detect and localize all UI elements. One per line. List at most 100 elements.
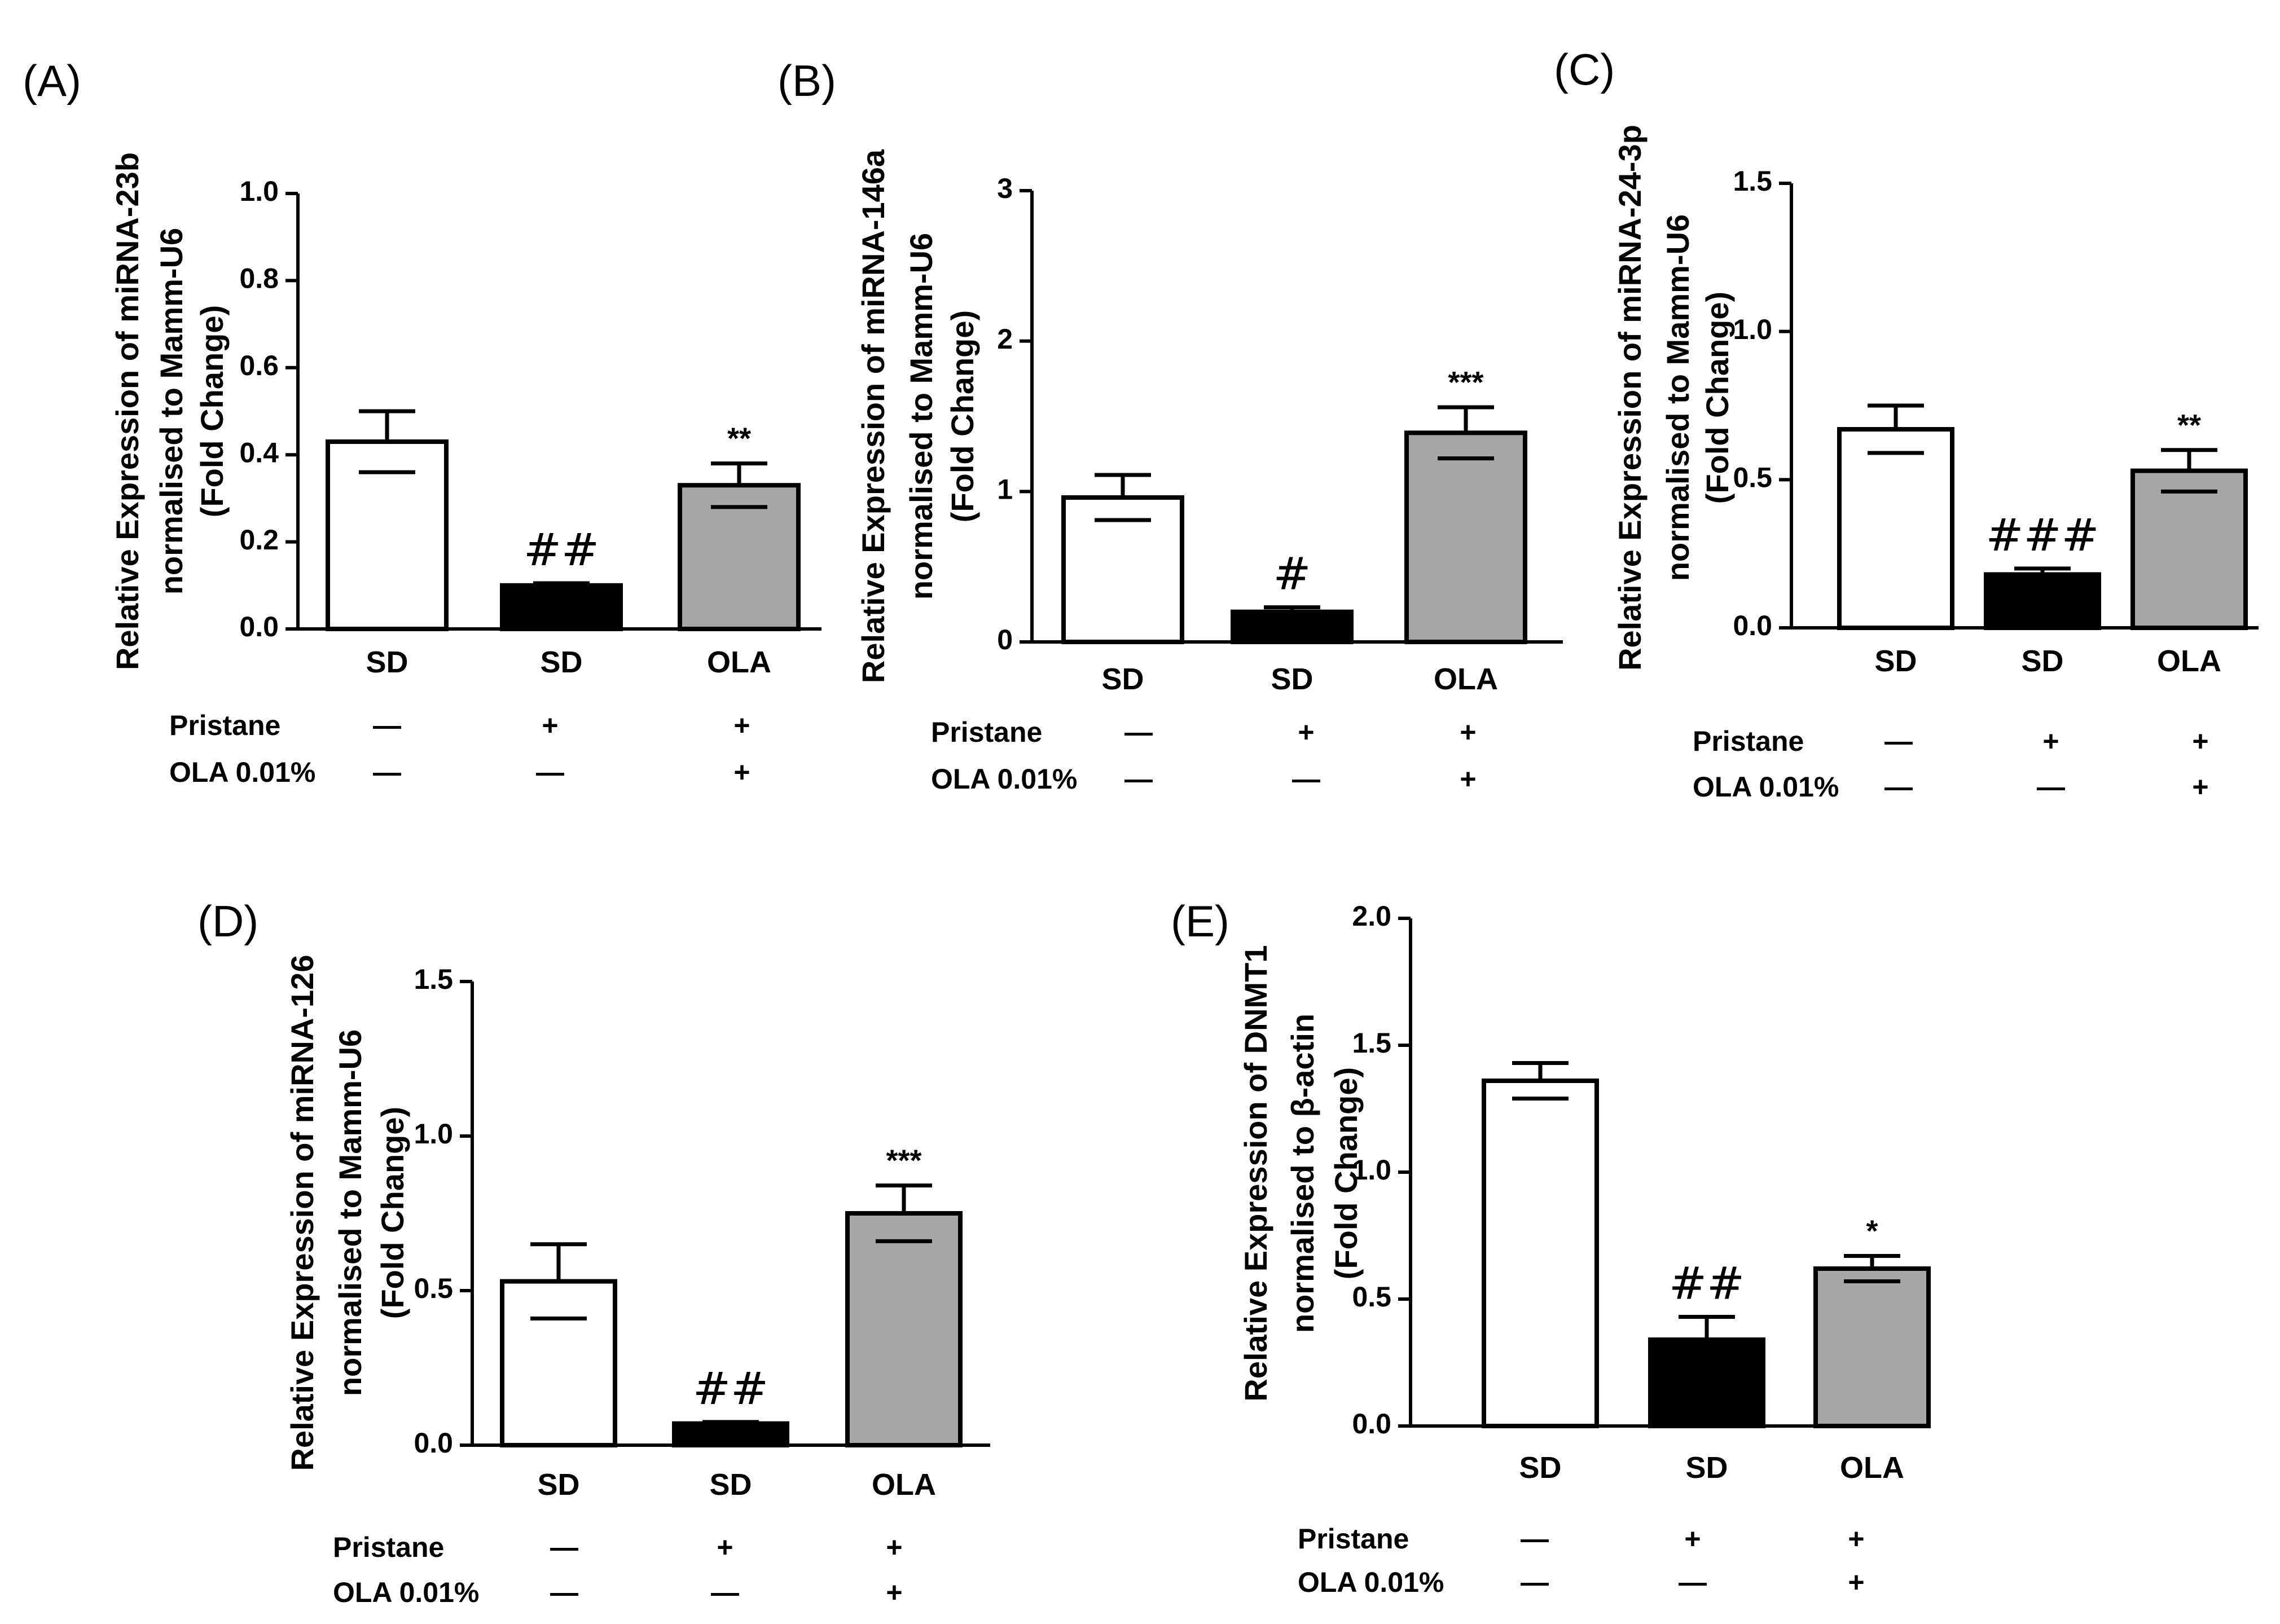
panel-label: (E) [1171, 896, 1229, 946]
treatment-label: OLA 0.01% [169, 756, 315, 788]
y-axis-title-line: Relative Expression of DNMT1 [1238, 945, 1273, 1401]
x-category-label: OLA [707, 645, 771, 679]
y-tick-label: 0.2 [239, 524, 279, 556]
y-tick-label: 0.0 [414, 1427, 453, 1459]
y-axis-title-line: Relative Expression of miRNA-126 [284, 955, 320, 1471]
x-category-label: SD [537, 1468, 579, 1502]
treatment-sign: — [1292, 763, 1320, 795]
treatment-sign: — [1884, 725, 1913, 757]
bar [1813, 1266, 1931, 1428]
panel-label: (A) [23, 56, 81, 105]
treatment-sign: — [1521, 1523, 1549, 1555]
treatment-sign: — [373, 756, 401, 788]
y-tick-label: 0.5 [414, 1273, 453, 1304]
panel-d: (D) Relative Expression of miRNA-126 norma… [197, 896, 990, 1608]
treatment-label: OLA 0.01% [1298, 1566, 1444, 1598]
treatment-sign: + [1460, 716, 1476, 748]
treatment-sign: — [1521, 1566, 1549, 1598]
y-tick-label: 2.0 [1352, 900, 1391, 932]
treatment-sign: + [1684, 1523, 1701, 1555]
treatment-sign: — [550, 1531, 578, 1563]
x-category-label: SD [709, 1468, 752, 1502]
x-category-label: SD [540, 645, 582, 679]
y-axis-title-line: Relative Expression of miRNA-24-3p [1612, 125, 1648, 671]
y-axis-title-line: normalised to Mamm-U6 [332, 1029, 368, 1396]
y-tick-label: 1.5 [1352, 1027, 1391, 1059]
y-axis-title-line: Relative Expression of miRNA-23b [109, 152, 145, 670]
y-tick-label: 1.5 [1733, 165, 1772, 197]
bar [500, 583, 623, 632]
treatment-sign: + [1460, 763, 1476, 795]
y-axis-title-line: (Fold Change) [194, 305, 230, 517]
bar [1648, 1337, 1765, 1428]
y-axis-title-line: normalised to Mamm-U6 [153, 228, 189, 595]
treatment-sign: + [2192, 725, 2208, 757]
significance-stars: ** [2177, 408, 2201, 442]
treatment-sign: — [1124, 716, 1153, 748]
treatment-sign: — [536, 756, 564, 788]
x-category-label: SD [366, 645, 408, 679]
x-category-label: OLA [1840, 1451, 1904, 1485]
treatment-sign: + [1848, 1523, 1864, 1555]
treatment-sign: + [886, 1577, 902, 1608]
bar [672, 1421, 789, 1447]
significance-stars: ** [727, 422, 751, 456]
treatment-label: OLA 0.01% [1693, 771, 1839, 803]
treatment-sign: + [717, 1531, 733, 1563]
panel-label: (C) [1554, 45, 1615, 94]
y-tick-label: 0.8 [239, 263, 279, 294]
y-axis-title-line: (Fold Change) [375, 1107, 410, 1319]
treatment-sign: + [886, 1531, 902, 1563]
y-axis-title-line: (Fold Change) [1699, 292, 1735, 504]
significance-stars: *** [1448, 366, 1483, 399]
y-tick-label: 1.5 [414, 963, 453, 995]
treatment-label: OLA 0.01% [931, 763, 1077, 795]
treatment-label: OLA 0.01% [333, 1577, 479, 1608]
y-axis-title-line: Relative Expression of miRNA-146a [855, 149, 891, 683]
bar [1984, 572, 2101, 630]
y-tick-label: 0.5 [1352, 1281, 1391, 1313]
treatment-sign: — [1884, 771, 1913, 803]
significance-hash: ## [524, 523, 599, 576]
bar [1404, 430, 1527, 644]
treatment-sign: — [1124, 763, 1153, 795]
y-tick-label: 1.0 [1733, 314, 1772, 345]
y-tick-label: 1.0 [414, 1118, 453, 1150]
panel-label: (D) [197, 896, 258, 946]
panel-label: (B) [777, 56, 836, 105]
y-tick-label: 0.4 [239, 437, 279, 468]
treatment-label: Pristane [169, 710, 280, 741]
y-tick-label: 0.0 [1352, 1408, 1391, 1440]
significance-stars: *** [886, 1144, 921, 1178]
panel-a: (A) Relative Expression of miRNA-23b norma… [23, 56, 821, 788]
bar [678, 483, 801, 631]
x-category-label: SD [1271, 662, 1313, 696]
significance-hash: ## [1669, 1257, 1745, 1310]
y-tick-label: 0.0 [239, 611, 279, 642]
bar [845, 1211, 963, 1447]
bar [1837, 427, 1954, 630]
y-tick-label: 0.5 [1733, 462, 1772, 494]
treatment-sign: + [1848, 1566, 1864, 1598]
y-tick-label: 0 [997, 624, 1013, 655]
x-category-label: SD [1685, 1451, 1728, 1485]
treatment-sign: — [1679, 1566, 1707, 1598]
treatment-label: Pristane [1693, 725, 1804, 757]
treatment-sign: — [550, 1577, 578, 1608]
treatment-sign: + [2042, 725, 2059, 757]
treatment-sign: + [733, 710, 750, 741]
treatment-label: Pristane [931, 716, 1042, 748]
y-tick-label: 0.6 [239, 350, 279, 381]
y-tick-label: 1.0 [1352, 1154, 1391, 1186]
y-tick-label: 2 [997, 323, 1013, 355]
panel-c: (C) Relative Expression of miRNA-24-3p nor… [1554, 45, 2259, 803]
treatment-label: Pristane [1298, 1523, 1409, 1555]
treatment-sign: + [2192, 771, 2208, 803]
x-category-label: OLA [1434, 662, 1498, 696]
y-axis-title-line: (Fold Change) [1328, 1067, 1364, 1279]
bar [2130, 468, 2248, 630]
x-category-label: SD [1519, 1451, 1561, 1485]
bar [1482, 1079, 1599, 1428]
treatment-sign: + [542, 710, 558, 741]
